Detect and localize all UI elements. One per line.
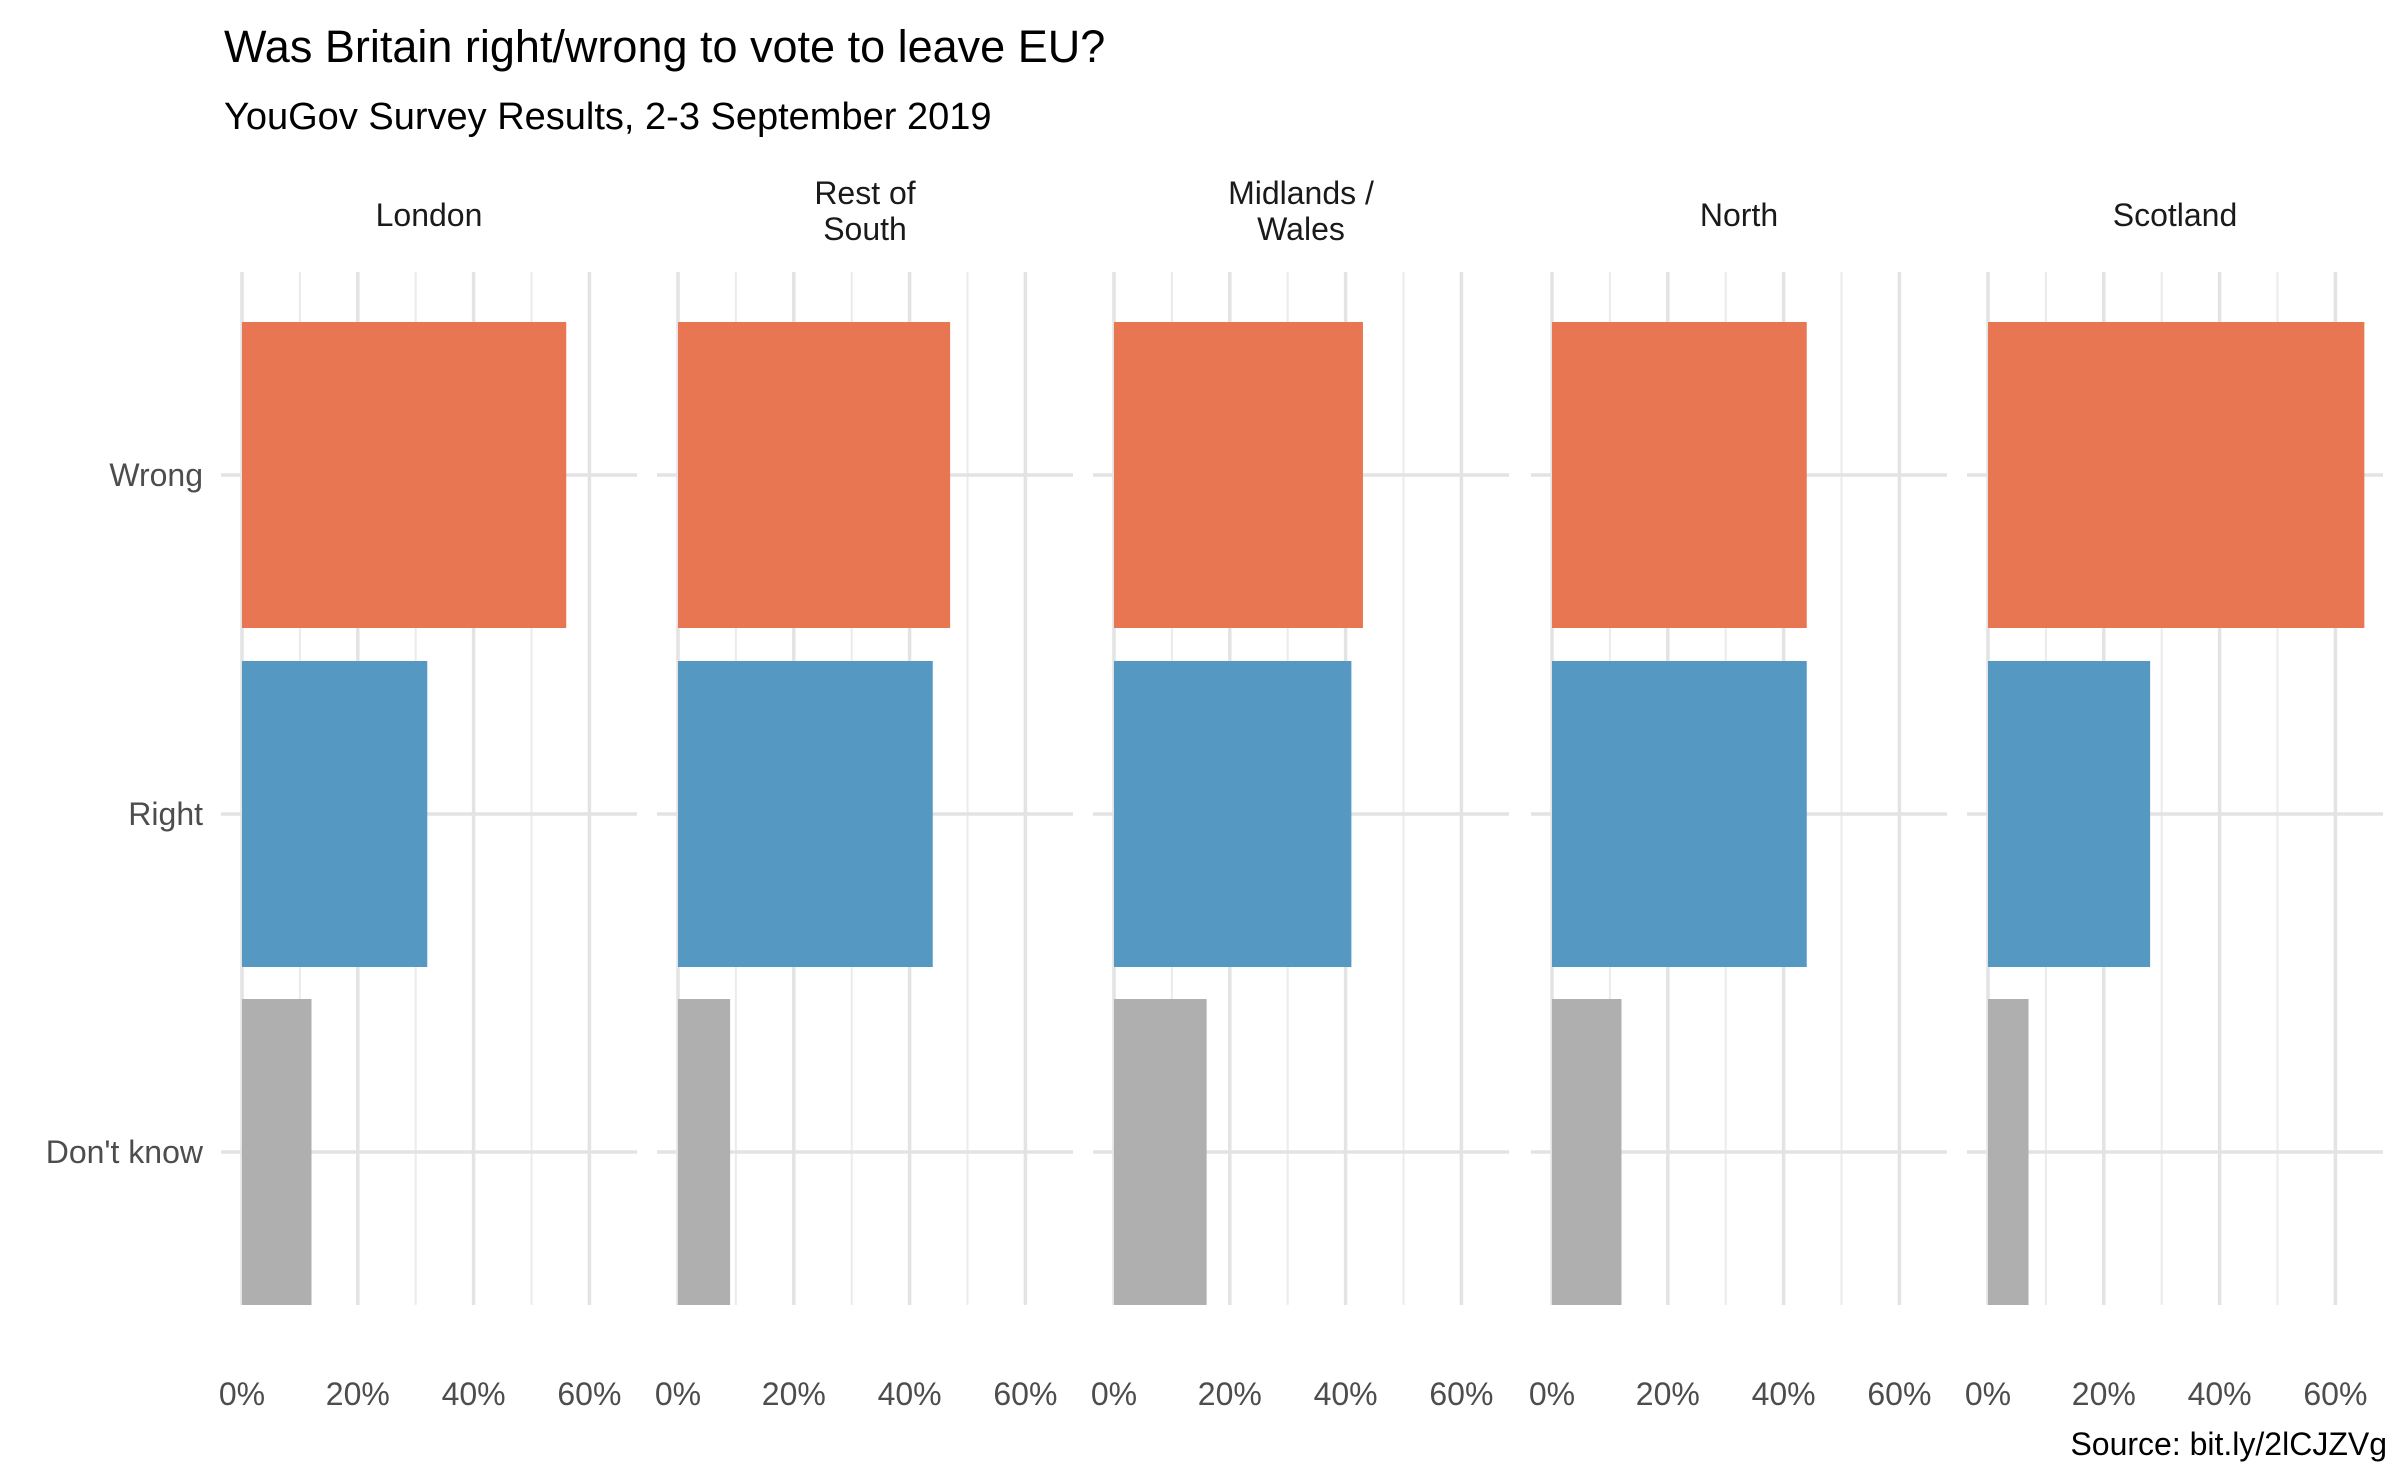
bar xyxy=(1114,999,1207,1305)
chart-title: Was Britain right/wrong to vote to leave… xyxy=(224,21,1105,72)
chart-subtitle: YouGov Survey Results, 2-3 September 201… xyxy=(224,96,991,138)
x-tick-label: 0% xyxy=(1529,1376,1575,1412)
y-tick-label: Don't know xyxy=(46,1134,204,1170)
x-tick-label: 40% xyxy=(1314,1376,1378,1412)
bar xyxy=(242,999,312,1305)
x-tick-label: 40% xyxy=(2188,1376,2252,1412)
bar xyxy=(1988,322,2365,628)
y-tick-label: Right xyxy=(128,796,203,832)
x-tick-label: 60% xyxy=(1867,1376,1931,1412)
facet-panel: Midlands / Wales 0% 20% 40% 60% xyxy=(1091,175,1509,1412)
facet-panel: London 0% 20% 40% 60% xyxy=(219,197,637,1412)
bar xyxy=(678,999,731,1305)
bar xyxy=(678,661,933,967)
x-tick-label: 60% xyxy=(993,1376,1057,1412)
facet-label: Rest of South xyxy=(814,175,915,247)
x-tick-label: 60% xyxy=(557,1376,621,1412)
bar xyxy=(1552,661,1807,967)
x-tick-label: 40% xyxy=(878,1376,942,1412)
x-tick-label: 0% xyxy=(655,1376,701,1412)
x-tick-label: 0% xyxy=(219,1376,265,1412)
x-tick-label: 20% xyxy=(762,1376,826,1412)
x-tick-label: 60% xyxy=(2303,1376,2367,1412)
facet-panel: Rest of South 0% 20% 40% 60% xyxy=(655,175,1073,1412)
facet-label: Scotland xyxy=(2113,197,2238,233)
bar xyxy=(1988,661,2151,967)
x-tick-label: 20% xyxy=(1636,1376,1700,1412)
x-tick-label: 40% xyxy=(1752,1376,1816,1412)
bar xyxy=(1114,661,1352,967)
facet-label: North xyxy=(1700,197,1778,233)
facet-panel: Scotland 0% 20% 40% 60% xyxy=(1965,197,2383,1412)
facet-panel: North 0% 20% 40% 60% xyxy=(1529,197,1947,1412)
bar xyxy=(678,322,951,628)
chart-caption: Source: bit.ly/2lCJZVg xyxy=(2070,1426,2387,1462)
facet-label: London xyxy=(376,197,483,233)
x-tick-label: 40% xyxy=(442,1376,506,1412)
bar xyxy=(1114,322,1363,628)
x-tick-label: 0% xyxy=(1091,1376,1137,1412)
facets: London 0% 20% 40% 60% Rest of South 0% 20% 40% 60%… xyxy=(219,175,2383,1412)
x-tick-label: 0% xyxy=(1965,1376,2011,1412)
y-axis: Wrong Right Don't know xyxy=(46,457,204,1170)
x-tick-label: 60% xyxy=(1429,1376,1493,1412)
bar xyxy=(1552,322,1807,628)
bar xyxy=(1988,999,2029,1305)
x-tick-label: 20% xyxy=(326,1376,390,1412)
x-tick-label: 20% xyxy=(1198,1376,1262,1412)
bar xyxy=(242,322,567,628)
bar xyxy=(242,661,428,967)
facet-label: Midlands / Wales xyxy=(1228,175,1374,247)
bar xyxy=(1552,999,1622,1305)
y-tick-label: Wrong xyxy=(109,457,203,493)
x-tick-label: 20% xyxy=(2072,1376,2136,1412)
